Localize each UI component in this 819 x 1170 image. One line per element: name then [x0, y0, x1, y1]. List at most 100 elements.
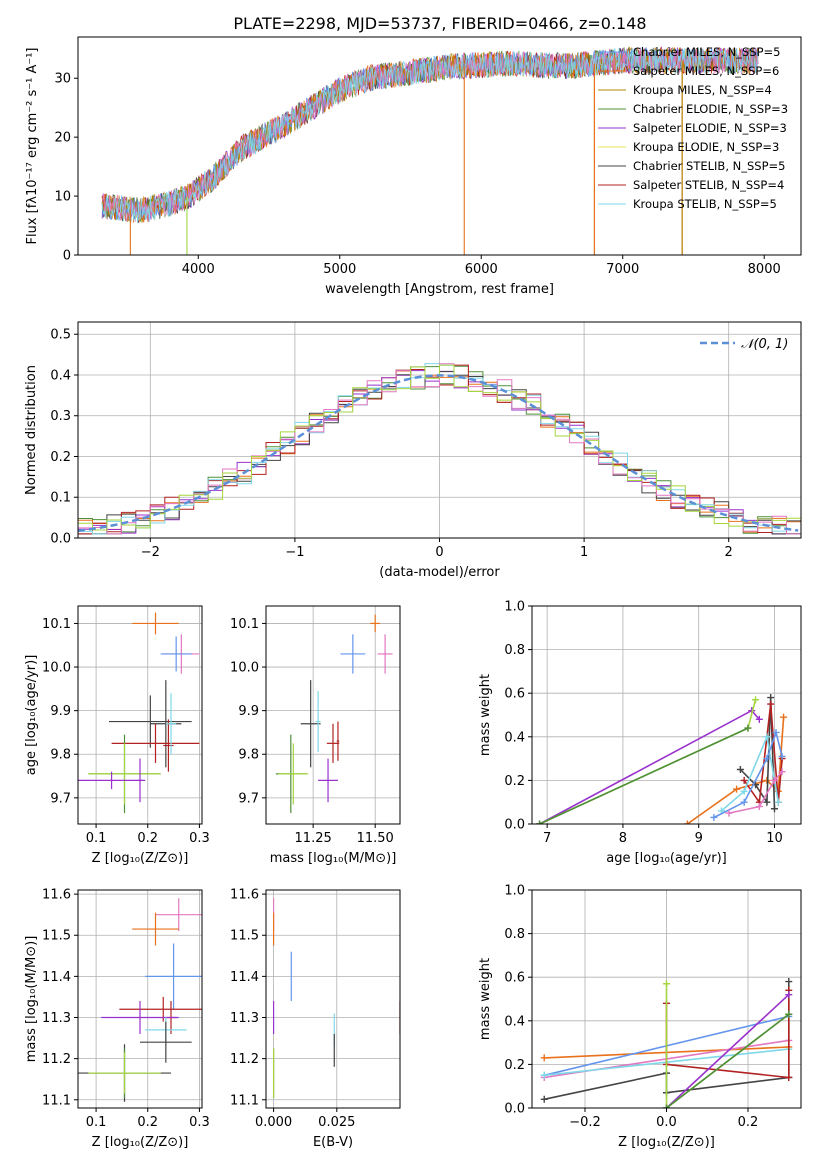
weight-line: [665, 994, 790, 1108]
weight-marker: [740, 787, 748, 795]
y-tick-label: 0.0: [504, 818, 525, 833]
axes-frame: [265, 889, 401, 1109]
weight-line: [713, 729, 783, 819]
x-tick-label: 5000: [323, 262, 356, 277]
legend-label: Chabrier STELIB, N_SSP=5: [633, 159, 785, 173]
y-tick-label: 1.0: [504, 600, 525, 615]
x-axis-label: E(B-V): [313, 1135, 353, 1150]
weight-marker: [683, 820, 691, 824]
x-tick-label: 0.025: [318, 1115, 355, 1130]
weight-marker: [740, 798, 748, 806]
y-tick-label: 11.4: [230, 970, 259, 985]
weight-marker: [763, 798, 771, 806]
y-tick-label: 0.3: [50, 409, 71, 424]
y-tick-label: 10.1: [230, 617, 259, 632]
errorbar-point: [132, 912, 179, 946]
errorbar-point: [111, 723, 200, 763]
weight-marker: [763, 755, 771, 763]
y-axis-label: mass weight: [478, 674, 493, 756]
weight-marker: [763, 733, 771, 741]
y-tick-label: 0.4: [50, 368, 71, 383]
y-tick-label: 11.2: [230, 1052, 259, 1067]
y-tick-label: 10.1: [42, 617, 71, 632]
y-tick-label: 10.0: [230, 661, 259, 676]
weight-marker: [770, 776, 778, 784]
panel-residuals: −2 −1 0 1 2 0.0 0.1 0.2 0.3 0.4 0.5 (data-model)/er…: [24, 321, 802, 580]
x-tick-label: 6000: [465, 262, 498, 277]
figure-title: PLATE=2298, MJD=53737, FIBERID=0466, z=0…: [233, 14, 646, 33]
x-tick-label: 1: [580, 545, 588, 560]
errorbar-point: [132, 612, 179, 635]
y-axis-label: mass [log₁₀(M/M⊙)]: [24, 936, 39, 1063]
errorbar-point: [155, 898, 202, 932]
errorbar-point: [165, 693, 177, 755]
panel-age_vs_Z: 0.1 0.2 0.3 9.7 9.8 9.9 10.0 10.1 Z [log₁₀(Z/Z⊙)…: [24, 605, 210, 866]
x-tick-label: 0.2: [137, 1115, 158, 1130]
y-tick-label: 30: [54, 72, 71, 87]
panel-weight_vs_Z: −0.2 0.0 0.2 0.0 0.2 0.4 0.6 0.8 1.0 Z [log₁₀(Z/Z…: [478, 884, 802, 1150]
weight-line: [728, 771, 783, 814]
errorbar-point: [101, 1001, 179, 1034]
x-axis-label: Z [log₁₀(Z/Z⊙)]: [618, 1135, 715, 1150]
y-tick-label: 10: [54, 190, 71, 205]
weight-line: [665, 983, 790, 1108]
panel-mass_vs_ebv: 0.000 0.025 11.1 11.2 11.3 11.4 11.5 11.6 E(B-V): [230, 888, 401, 1150]
weight-marker: [733, 785, 741, 793]
weight-line: [539, 699, 757, 824]
legend-label: Salpeter STELIB, N_SSP=4: [633, 178, 784, 192]
x-tick-label: 0.0: [656, 1115, 677, 1130]
spectrum-line: [101, 46, 759, 224]
errorbar-point: [160, 636, 192, 672]
x-tick-label: 0.2: [137, 831, 158, 846]
y-tick-label: 11.6: [230, 888, 259, 903]
errorbar-point: [88, 743, 161, 805]
weight-marker: [778, 768, 786, 776]
x-axis-label: mass [log₁₀(M/M⊙)]: [270, 851, 397, 866]
y-tick-label: 11.4: [42, 970, 71, 985]
plot-area: [78, 612, 200, 814]
normal-curve: [78, 374, 799, 533]
errorbar-point: [163, 719, 174, 772]
plot-area: [78, 898, 202, 1102]
weight-marker: [767, 694, 775, 702]
x-axis-label: (data-model)/error: [379, 565, 500, 580]
y-tick-label: 0.2: [504, 774, 525, 789]
y-tick-label: 11.3: [230, 1011, 259, 1026]
y-tick-label: 1.0: [504, 884, 525, 899]
y-tick-label: 0.4: [504, 730, 525, 745]
panel-weight_vs_age: 7 8 9 10 0.0 0.2 0.4 0.6 0.8 1.0 age [log₁₀(age/yr…: [478, 600, 802, 866]
weight-marker: [774, 798, 782, 806]
y-tick-label: 11.1: [230, 1093, 259, 1108]
histogram-series: [78, 363, 801, 535]
errorbar-point: [109, 695, 192, 748]
weight-marker: [785, 978, 793, 986]
legend-label: Salpeter ELODIE, N_SSP=3: [633, 121, 787, 135]
x-tick-label: 4000: [182, 262, 215, 277]
weight-marker: [785, 1073, 793, 1081]
x-tick-label: 0.1: [86, 831, 107, 846]
y-axis-label: Normed distribution: [24, 365, 39, 495]
weight-marker: [663, 1104, 670, 1108]
weight-line: [539, 727, 749, 824]
weight-marker: [540, 1095, 548, 1103]
errorbar-point: [300, 680, 321, 768]
errorbar-point: [336, 721, 340, 761]
weight-marker: [755, 803, 763, 811]
y-axis-label: mass weight: [478, 958, 493, 1040]
y-tick-label: 0.0: [504, 1102, 525, 1117]
y-tick-label: 0.2: [50, 450, 71, 465]
legend-label: Kroupa STELIB, N_SSP=5: [633, 197, 777, 211]
weight-marker: [744, 724, 752, 732]
x-tick-label: 11.50: [357, 831, 394, 846]
weight-marker: [740, 776, 748, 784]
errorbar-point: [278, 743, 309, 805]
legend-label: Kroupa ELODIE, N_SSP=3: [633, 140, 779, 154]
y-tick-label: 11.5: [42, 929, 71, 944]
axes-frame: [77, 889, 203, 1109]
y-axis-label: age [log₁₀(age/yr)]: [24, 655, 39, 776]
y-tick-label: 9.9: [50, 704, 71, 719]
weight-marker: [772, 728, 780, 736]
y-tick-label: 0.1: [50, 491, 71, 506]
x-tick-label: 7: [543, 831, 551, 846]
x-tick-label: −0.2: [569, 1115, 601, 1130]
